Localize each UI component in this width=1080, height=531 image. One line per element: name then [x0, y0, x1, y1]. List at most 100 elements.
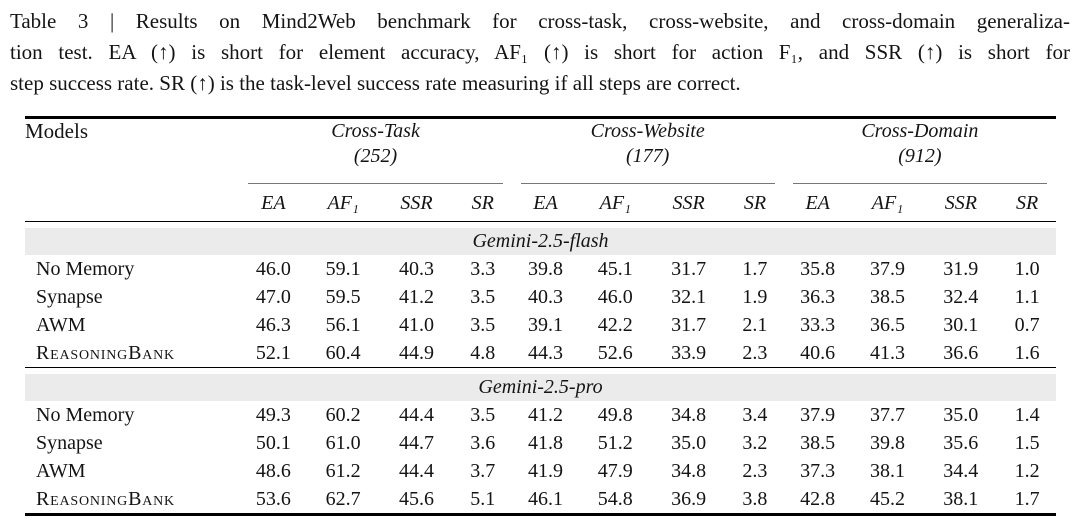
value-cell: 42.8	[800, 487, 836, 510]
value-cell: 36.6	[943, 341, 979, 364]
section-title: Gemini-2.5-flash	[25, 228, 1056, 255]
value-cell: 49.8	[597, 403, 633, 426]
value-cell: 61.0	[325, 431, 361, 454]
value-cell: 36.3	[800, 285, 836, 308]
value-cell: 3.5	[470, 285, 496, 308]
model-name-cell: ReasoningBank	[36, 341, 175, 364]
caption-line-1: Table 3 | Results on Mind2Web benchmark …	[10, 9, 1070, 33]
metric-header: AF₁	[599, 191, 631, 214]
value-cell: 38.1	[869, 459, 905, 482]
section-separator-rule	[25, 367, 1056, 374]
model-name-cell: ReasoningBank	[36, 487, 175, 510]
value-cell: 45.6	[399, 487, 435, 510]
value-cell: 33.9	[671, 341, 707, 364]
metric-header: SSR	[672, 191, 705, 214]
value-cell: 32.4	[943, 285, 979, 308]
value-cell: 44.3	[528, 341, 563, 364]
value-cell: 2.3	[742, 341, 768, 364]
value-cell: 42.2	[597, 313, 633, 336]
table-caption: Table 3 | Results on Mind2Web benchmark …	[0, 0, 1080, 99]
model-name-cell: No Memory	[36, 403, 135, 426]
value-cell: 37.7	[869, 403, 905, 426]
caption-line-3: step success rate. SR (↑) is the task-le…	[10, 71, 741, 95]
value-cell: 0.7	[1014, 313, 1040, 336]
group-count: (252)	[353, 145, 398, 167]
value-cell: 1.9	[742, 285, 768, 308]
value-cell: 2.3	[742, 459, 768, 482]
value-cell: 1.2	[1014, 459, 1040, 482]
value-cell: 59.5	[325, 285, 361, 308]
value-cell: 44.4	[399, 403, 435, 426]
metric-header-row: EA AF₁ SSR SR EA AF₁ SSR SR EA AF₁ SSR S…	[25, 185, 1056, 222]
value-cell: 2.1	[742, 313, 768, 336]
value-cell: 35.8	[800, 257, 836, 280]
value-cell: 31.9	[943, 257, 979, 280]
metric-header: EA	[805, 191, 830, 214]
value-cell: 40.6	[800, 341, 836, 364]
table-row: No Memory 46.0 59.1 40.3 3.3 39.8 45.1 31.7 1.7 3…	[25, 255, 1056, 283]
metric-header: SSR	[400, 191, 433, 214]
value-cell: 41.9	[528, 459, 563, 482]
value-cell: 41.8	[528, 431, 563, 454]
value-cell: 3.2	[742, 431, 768, 454]
value-cell: 4.8	[470, 341, 496, 364]
value-cell: 38.5	[800, 431, 836, 454]
value-cell: 40.3	[528, 285, 563, 308]
value-cell: 41.2	[399, 285, 435, 308]
value-cell: 52.6	[597, 341, 633, 364]
model-name-cell: Synapse	[36, 285, 103, 308]
group-name: Cross-Website	[590, 120, 705, 142]
metric-header: AF₁	[327, 191, 359, 214]
value-cell: 39.1	[528, 313, 563, 336]
value-cell: 1.5	[1014, 431, 1040, 454]
value-cell: 41.2	[528, 403, 563, 426]
metric-header: SR	[743, 191, 767, 214]
value-cell: 1.7	[1014, 487, 1040, 510]
value-cell: 40.3	[399, 257, 435, 280]
value-cell: 52.1	[255, 341, 291, 364]
table-row: No Memory 49.3 60.2 44.4 3.5 41.2 49.8 34.8 3.4 3…	[25, 401, 1056, 429]
cmidrule	[248, 177, 503, 184]
value-cell: 49.3	[255, 403, 291, 426]
model-name-cell: Synapse	[36, 431, 103, 454]
value-cell: 45.2	[869, 487, 905, 510]
value-cell: 3.8	[742, 487, 768, 510]
value-cell: 1.0	[1014, 257, 1040, 280]
value-cell: 35.0	[671, 431, 707, 454]
value-cell: 31.7	[671, 313, 707, 336]
value-cell: 41.0	[399, 313, 435, 336]
metric-header: SR	[471, 191, 494, 214]
results-table: Models Cross-Task (252) Cross-Website (1…	[25, 116, 1056, 516]
value-cell: 1.7	[742, 257, 768, 280]
value-cell: 47.0	[255, 285, 291, 308]
value-cell: 33.3	[800, 313, 836, 336]
value-cell: 35.0	[943, 403, 979, 426]
value-cell: 3.4	[742, 403, 768, 426]
value-cell: 38.5	[869, 285, 905, 308]
value-cell: 3.3	[470, 257, 496, 280]
value-cell: 1.4	[1014, 403, 1040, 426]
value-cell: 44.4	[399, 459, 435, 482]
metric-header: SSR	[944, 191, 977, 214]
models-header: Models	[25, 119, 88, 143]
table-row: Synapse 50.1 61.0 44.7 3.6 41.8 51.2 35.0 3.2 38.…	[25, 429, 1056, 457]
cmidrule	[520, 177, 775, 184]
model-name-cell: No Memory	[36, 257, 135, 280]
metric-header: AF₁	[871, 191, 904, 214]
value-cell: 46.3	[255, 313, 291, 336]
value-cell: 3.5	[470, 403, 496, 426]
model-name-cell: AWM	[36, 313, 86, 336]
group-header-cross-domain: Cross-Domain (912)	[784, 118, 1056, 178]
value-cell: 34.4	[943, 459, 979, 482]
value-cell: 45.1	[597, 257, 633, 280]
table-row: ReasoningBank 52.1 60.4 44.9 4.8 44.3 52.6 33.9…	[25, 339, 1056, 368]
value-cell: 34.8	[671, 403, 707, 426]
value-cell: 1.6	[1014, 341, 1040, 364]
section-band: Gemini-2.5-flash	[25, 228, 1056, 255]
table-body: Gemini-2.5-flash No Memory 46.0 59.1 40.3 3.3…	[25, 221, 1056, 515]
group-count: (912)	[898, 145, 942, 167]
table-row: AWM 48.6 61.2 44.4 3.7 41.9 47.9 34.8 2.3 37.3 38.…	[25, 457, 1056, 485]
group-name: Cross-Domain	[861, 120, 979, 142]
value-cell: 44.9	[399, 341, 435, 364]
cmidrule-row	[25, 177, 1056, 185]
